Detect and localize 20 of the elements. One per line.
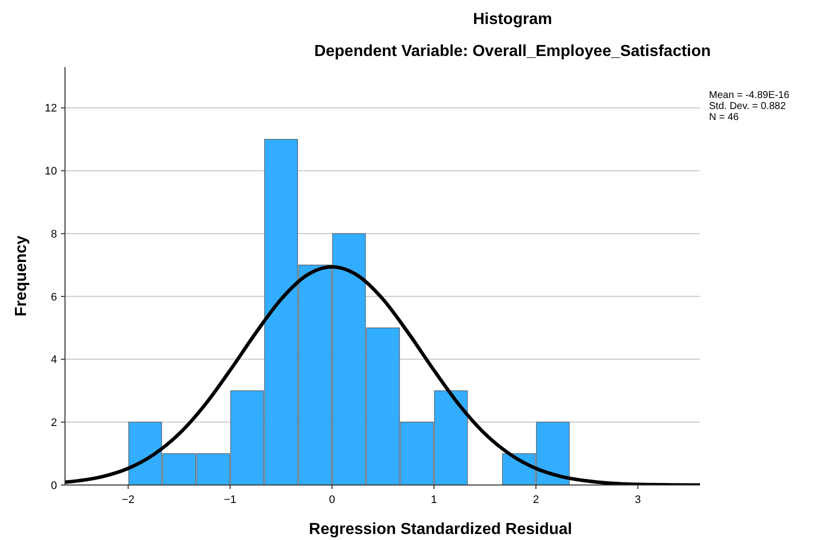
x-axis-title: Regression Standardized Residual [308,521,572,538]
text: Std. Dev. = 0.882 [709,101,786,112]
chart-title: Histogram [472,11,552,28]
x-tick-label: 1 [430,494,438,506]
y-tick-label: 2 [50,416,57,429]
text: Mean = -4.89E-16 [709,90,790,101]
y-tick-label: 12 [44,102,57,115]
x-tick-label: −2 [122,494,134,506]
y-tick-label: 8 [50,228,57,240]
x-tick-label: 2 [532,494,539,506]
y-axis-title: Frequency [13,235,30,316]
chart-subtitle: Dependent Variable: Overall_Employee_Satisfaction [314,43,711,60]
y-tick-label: 4 [50,354,57,366]
text: N = 46 [709,112,740,123]
x-tick-label: −1 [224,494,236,506]
x-tick-label: 0 [328,494,336,506]
y-tick-label: 0 [50,480,57,492]
y-tick-label: 6 [50,291,57,304]
x-tick-label: 3 [634,494,641,506]
y-tick-label: 10 [44,166,57,178]
